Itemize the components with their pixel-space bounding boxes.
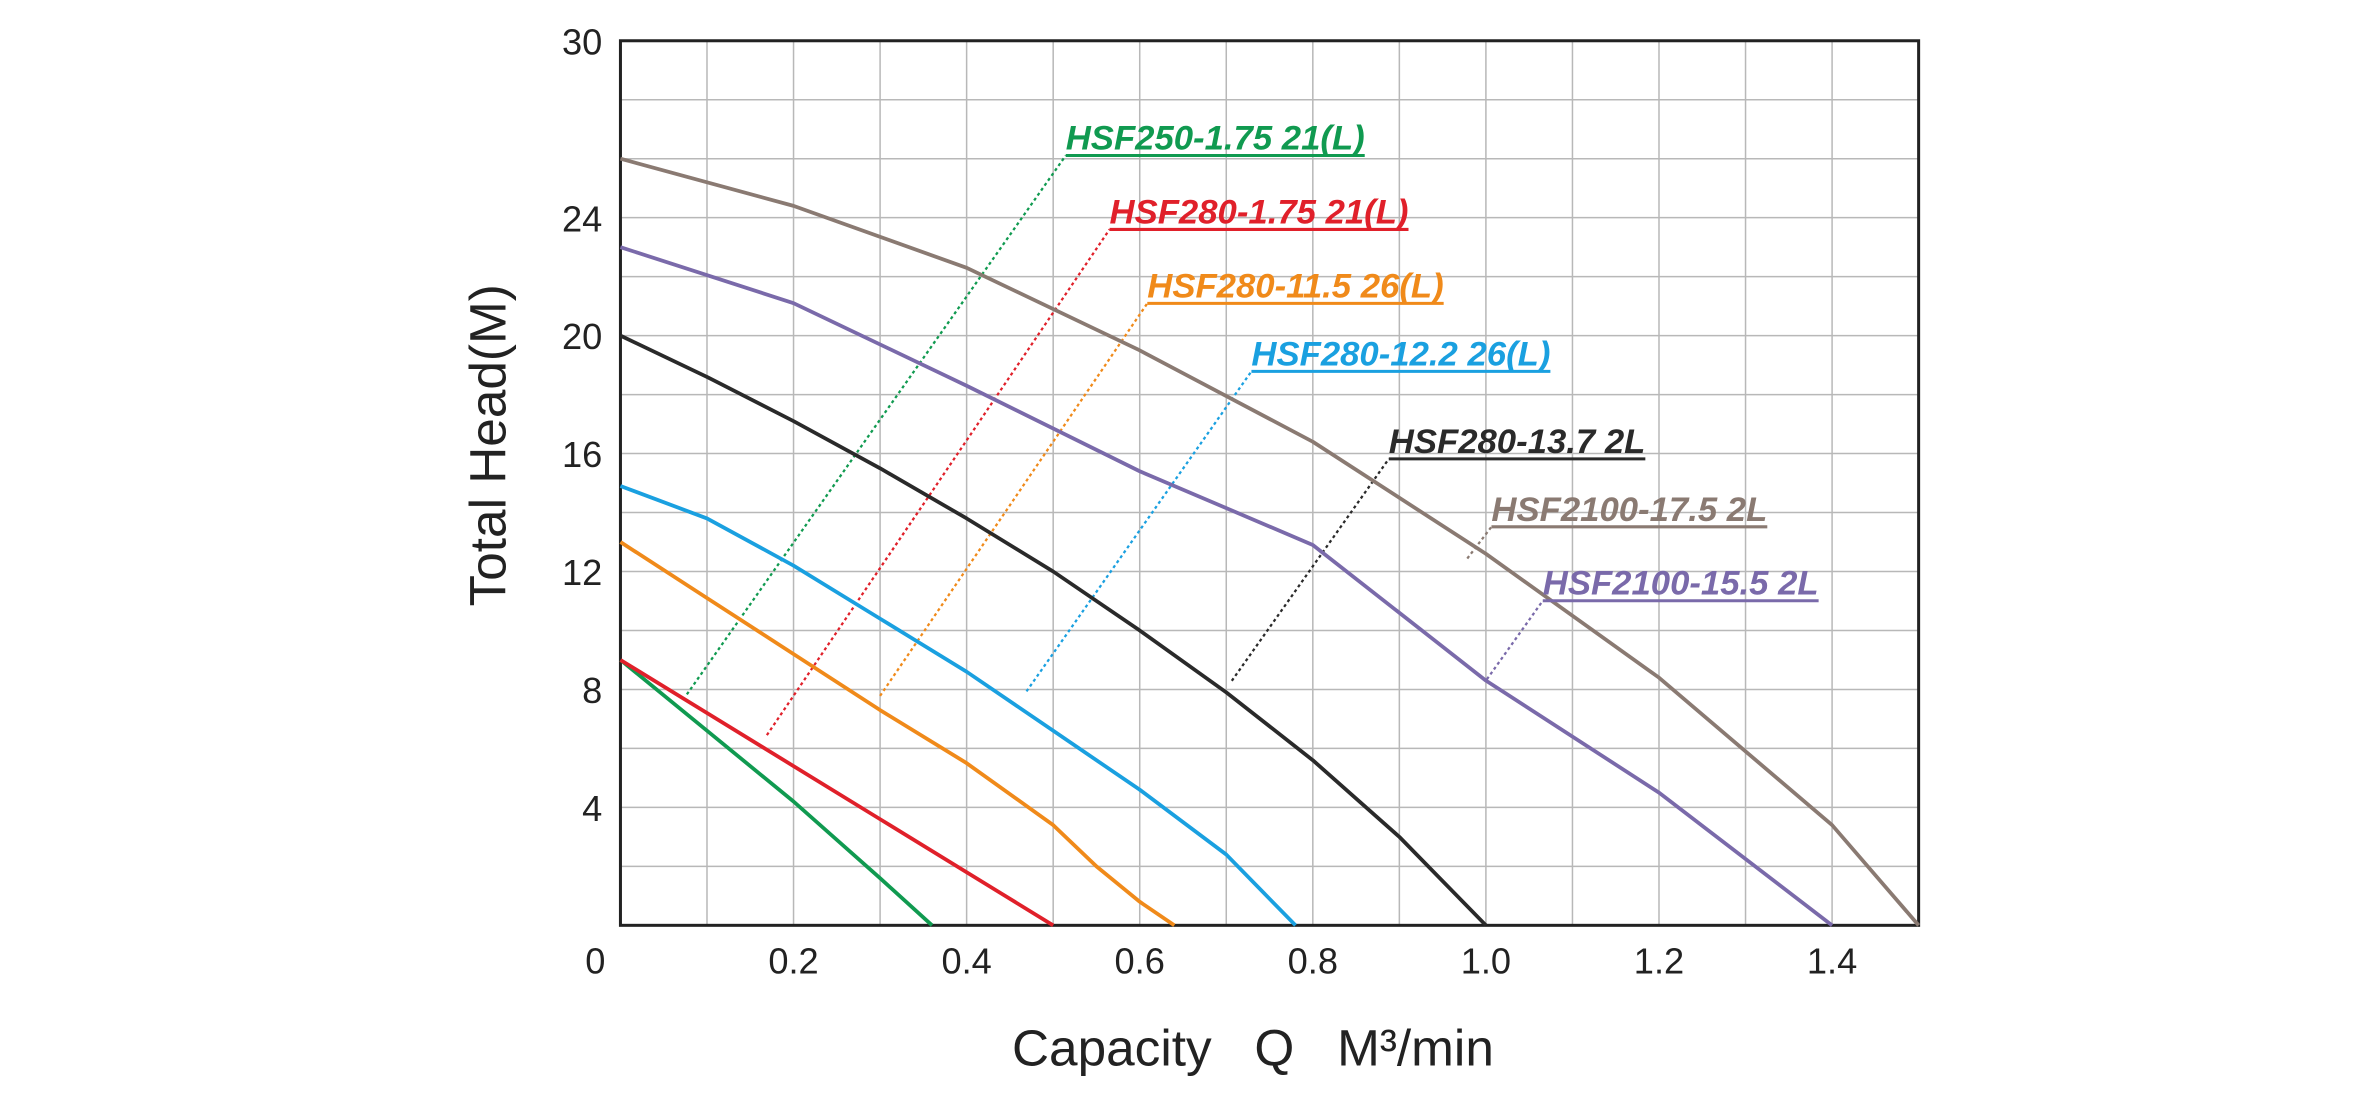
curve [619,484,1297,927]
curve-label: HSF280-12.2 26(L) [1251,335,1550,373]
curve-label: HSF2100-15.5 2L [1543,565,1819,603]
y-tick-label: 8 [582,670,602,711]
y-tick-label: 24 [562,198,602,239]
x-tick-label: 0.4 [941,941,991,982]
x-tick-label: 0.8 [1288,941,1338,982]
leader-line [765,228,1111,736]
y-tick-label: 12 [562,552,602,593]
leader-line [1025,370,1253,693]
curve-label: HSF280-11.5 26(L) [1147,267,1443,305]
x-tick-label: 1.4 [1807,941,1857,982]
leader-line [1466,526,1493,560]
curve [619,658,934,927]
plot-frame [618,39,1921,927]
y-tick-label: 16 [562,434,602,475]
curve-label: HSF280-1.75 21(L) [1110,193,1409,231]
x-tick-label: 1.0 [1461,941,1511,982]
curve [619,245,1834,927]
y-tick-label: 4 [582,788,602,829]
y-tick-label: 30 [562,21,602,62]
y-axis-title: Total Head(M) [460,284,517,606]
x-tick-label: 0 [585,941,605,982]
curve-label: HSF2100-17.5 2L [1491,491,1767,529]
x-axis-title: Capacity Q M³/min [1012,1020,1494,1077]
curve-label: HSF250-1.75 21(L) [1066,119,1365,157]
x-tick-label: 0.6 [1115,941,1165,982]
curve [619,658,1055,927]
leader-line [685,154,1067,696]
curve-label: HSF280-13.7 2L [1389,423,1646,461]
leader-line [879,302,1149,697]
leader-line [1230,458,1390,682]
y-tick-label: 20 [562,316,602,357]
curve [619,156,1921,927]
x-tick-label: 1.2 [1634,941,1684,982]
x-tick-label: 0.2 [768,941,818,982]
curve [619,540,1176,927]
leader-line [1485,600,1544,680]
curve [619,333,1488,927]
